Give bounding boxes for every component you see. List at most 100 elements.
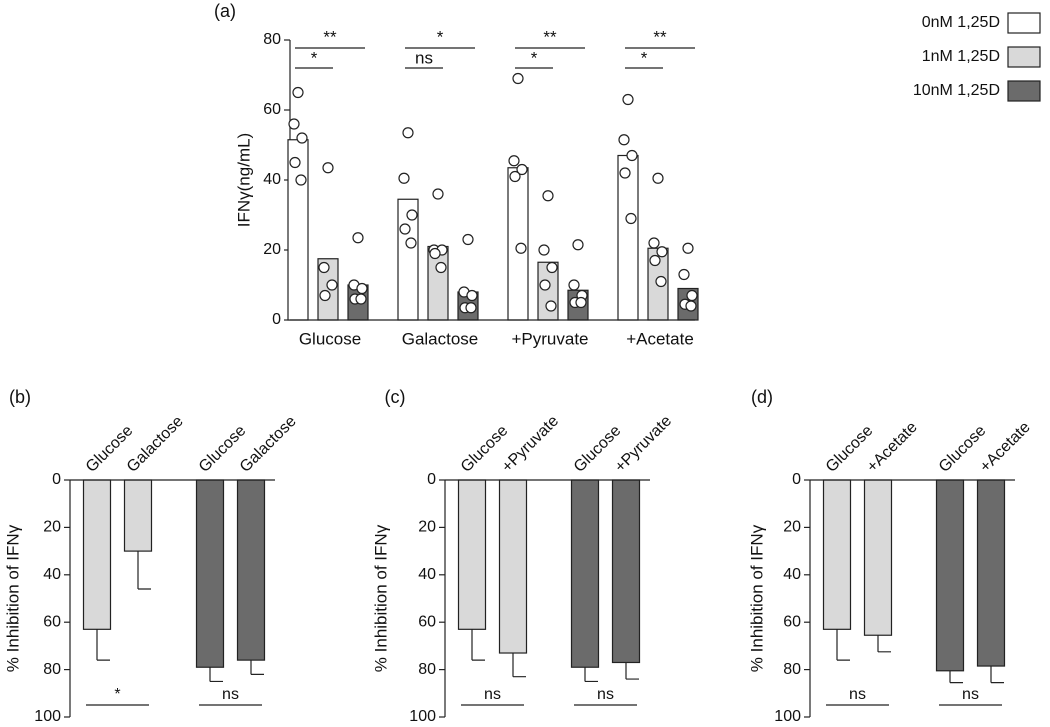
data-point — [568, 279, 580, 291]
error-bar — [512, 653, 526, 678]
panel-label: (c) — [385, 387, 406, 407]
bar — [236, 479, 266, 661]
y-axis-label: % Inhibition of IFNγ — [371, 524, 390, 672]
y-tick-label: 40 — [43, 566, 61, 583]
x-tick-label: +Acetate — [977, 419, 1034, 476]
data-point — [545, 300, 557, 312]
y-tick-label: 0 — [427, 471, 436, 488]
data-point — [406, 209, 418, 221]
x-tick-label: Galactose — [402, 329, 479, 348]
data-point — [295, 174, 307, 186]
data-point — [352, 232, 364, 244]
legend-label: 1nM 1,25D — [922, 48, 1000, 65]
bar — [935, 479, 965, 672]
legend-label: 0nM 1,25D — [922, 14, 1000, 31]
data-point — [618, 134, 630, 146]
bar — [123, 479, 153, 552]
bar — [863, 479, 893, 636]
y-tick-label: 40 — [418, 566, 436, 583]
data-point — [686, 289, 698, 302]
data-point — [649, 254, 661, 267]
legend-label: 10nM 1,25D — [913, 82, 1000, 99]
y-tick-label: 0 — [52, 471, 61, 488]
error-bar — [96, 629, 110, 661]
y-tick-label: 20 — [263, 241, 281, 258]
bar — [822, 479, 852, 630]
data-point — [546, 261, 558, 274]
data-point — [538, 244, 550, 256]
data-point — [625, 212, 637, 225]
bar — [611, 479, 641, 664]
data-point — [622, 93, 634, 106]
y-tick-label: 20 — [43, 519, 61, 536]
x-tick-label: Galactose — [124, 413, 187, 476]
data-point — [512, 72, 524, 85]
x-tick-label: +Pyruvate — [499, 412, 562, 475]
y-tick-label: 0 — [792, 471, 801, 488]
significance-label: ns — [222, 686, 239, 703]
y-tick-label: 0 — [272, 311, 281, 328]
data-point — [539, 279, 551, 291]
data-point — [516, 163, 528, 176]
bar — [195, 479, 225, 668]
panel-label: (b) — [9, 387, 31, 407]
error-bar — [584, 667, 598, 683]
data-point — [655, 275, 667, 288]
data-point — [318, 261, 330, 274]
data-point — [466, 289, 478, 302]
data-point — [429, 247, 441, 260]
y-axis-label: % Inhibition of IFNγ — [747, 524, 766, 672]
y-tick-label: 100 — [409, 708, 436, 725]
error-bar — [949, 670, 963, 684]
data-point — [542, 190, 554, 202]
y-tick-label: 80 — [418, 661, 436, 678]
y-axis-label: % Inhibition of IFNγ — [3, 524, 22, 672]
legend-swatch — [1007, 46, 1041, 68]
significance-label: * — [437, 27, 444, 46]
data-point — [682, 242, 694, 254]
y-tick-label: 80 — [783, 661, 801, 678]
bar — [570, 479, 600, 668]
data-point — [405, 237, 417, 249]
data-point — [322, 162, 334, 174]
x-tick-label: Glucose — [299, 329, 361, 348]
data-point — [355, 293, 367, 305]
error-bar — [250, 660, 264, 675]
panel-label: (d) — [751, 387, 773, 407]
error-bar — [137, 551, 151, 590]
significance-label: ns — [962, 686, 979, 703]
significance-label: ns — [484, 686, 501, 703]
data-point — [619, 167, 631, 179]
bar — [617, 154, 639, 321]
error-bar — [625, 662, 639, 680]
legend-swatch — [1007, 12, 1041, 34]
data-point — [356, 282, 368, 295]
error-bar — [877, 635, 891, 653]
significance-label: ** — [323, 27, 337, 46]
significance-label: ns — [415, 48, 433, 67]
x-tick-label: +Pyruvate — [612, 412, 675, 475]
data-point — [509, 170, 521, 183]
data-point — [292, 86, 304, 99]
x-tick-label: +Acetate — [864, 419, 921, 476]
y-tick-label: 100 — [774, 708, 801, 725]
data-point — [296, 132, 308, 144]
significance-label: ns — [849, 686, 866, 703]
significance-label: ** — [543, 27, 557, 46]
data-point — [402, 127, 414, 139]
y-tick-label: 60 — [43, 613, 61, 630]
y-tick-label: 80 — [263, 31, 281, 48]
significance-label: * — [311, 48, 318, 67]
significance-label: * — [114, 686, 120, 703]
data-point — [575, 296, 587, 309]
data-point — [398, 172, 410, 184]
y-tick-label: 40 — [783, 566, 801, 583]
significance-label: ** — [653, 27, 667, 46]
significance-label: * — [641, 48, 648, 67]
bar — [457, 479, 487, 630]
data-point — [432, 188, 444, 200]
data-point — [656, 246, 668, 258]
y-axis-label: IFNγ(ng/mL) — [234, 133, 253, 227]
x-tick-label: +Pyruvate — [511, 329, 588, 348]
